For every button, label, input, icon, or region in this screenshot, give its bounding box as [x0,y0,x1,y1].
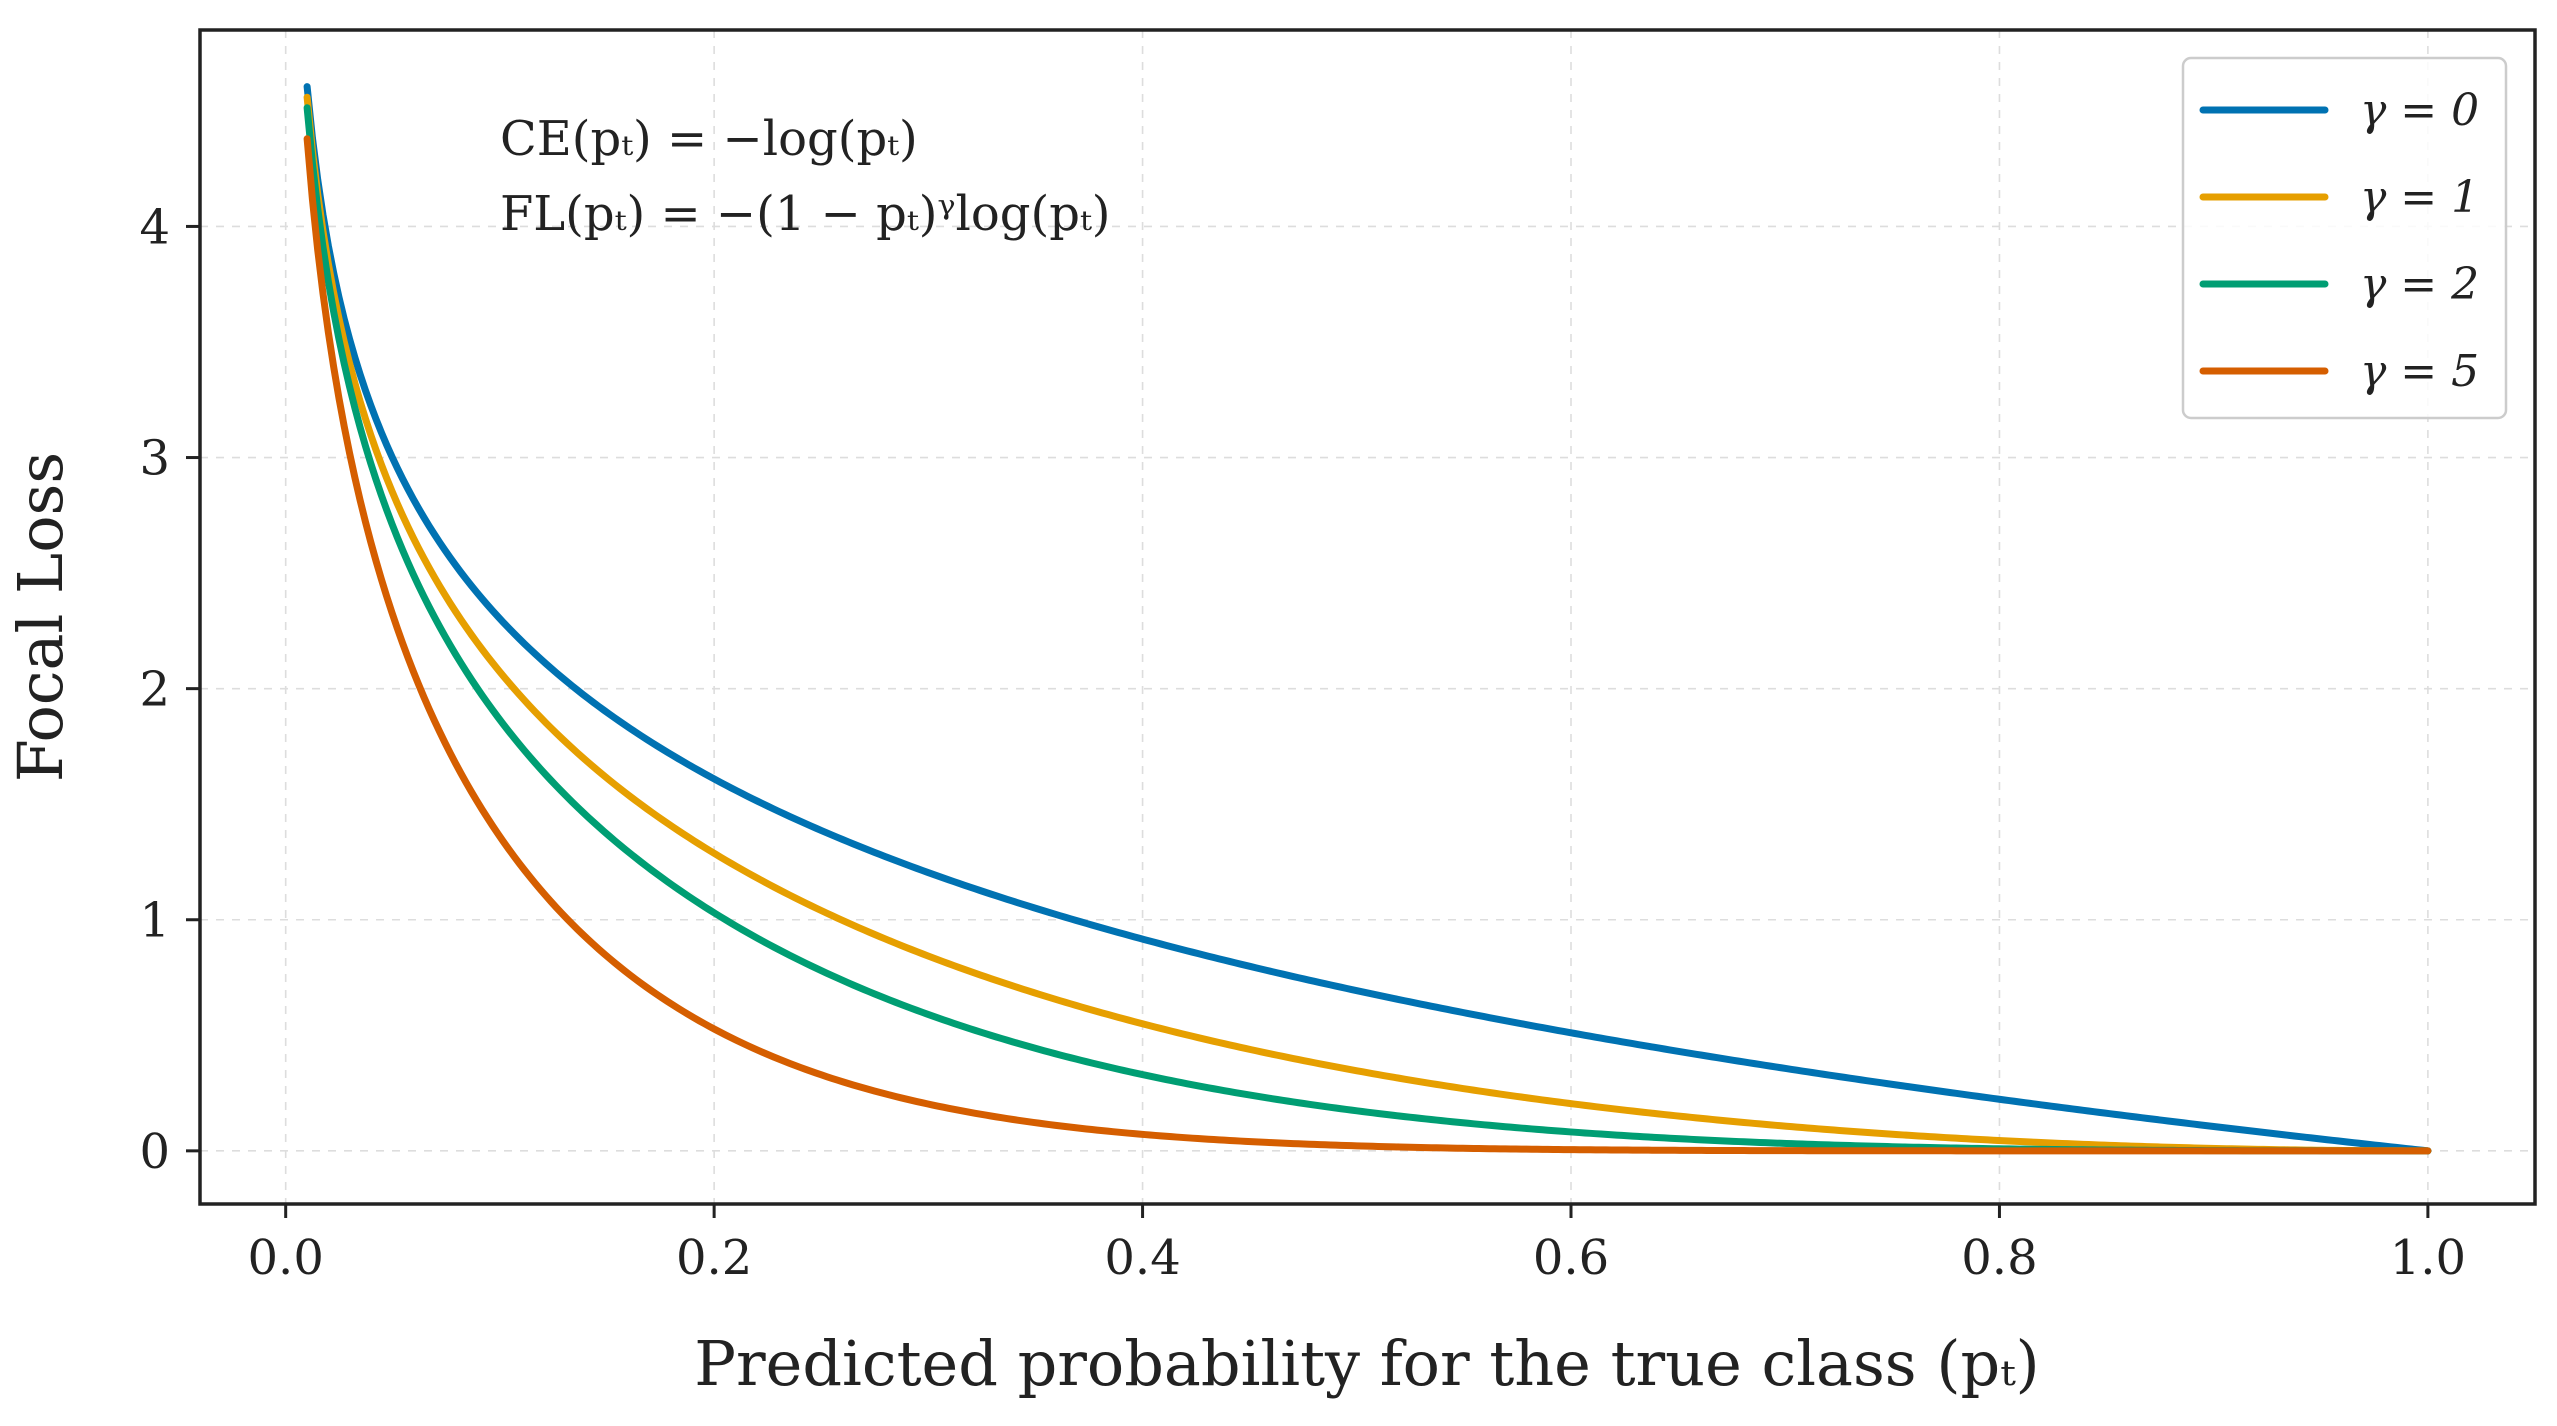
legend-box [2181,56,2508,420]
y-tick-label: 0 [139,1124,170,1180]
x-tick-label: 0.6 [1533,1230,1609,1286]
plot-frame [198,28,2537,1206]
annotation-ce: CE(pₜ) = −log(pₜ) [500,111,918,167]
legend-items: γ = 0 γ = 1 γ = 2 γ = 5 [2199,85,2479,397]
legend-label: γ = 5 [2360,346,2479,397]
y-tick-label: 1 [139,893,170,949]
annotation-fl: FL(pₜ) = −(1 − pₜ)ᵞlog(pₜ) [500,186,1111,242]
y-tick-label: 2 [139,662,170,718]
x-tick-label: 0.4 [1104,1230,1180,1286]
x-tick-label: 0.0 [248,1230,324,1286]
x-tick-label: 1.0 [2390,1230,2466,1286]
legend-label: γ = 0 [2360,85,2479,136]
series-line-gamma-0 [303,83,2432,1155]
axis-ticks: 0.0 0.2 0.4 0.6 0.8 1.0 0 1 2 3 4 [139,199,2466,1286]
series-lines [303,83,2432,1155]
series-line-gamma-1 [303,93,2432,1155]
legend-label: γ = 1 [2360,172,2479,223]
x-tick-label: 0.2 [676,1230,752,1286]
legend: γ = 0 γ = 1 γ = 2 γ = 5 [2181,56,2508,420]
series-line-gamma-5 [303,135,2432,1155]
x-tick-label: 0.8 [1961,1230,2037,1286]
y-axis-label: Focal Loss [4,452,77,782]
grid [200,30,2535,1204]
x-axis-label: Predicted probability for the true class… [694,1327,2039,1400]
legend-label: γ = 2 [2360,259,2479,310]
y-tick-label: 3 [139,431,170,487]
y-tick-label: 4 [139,199,170,255]
